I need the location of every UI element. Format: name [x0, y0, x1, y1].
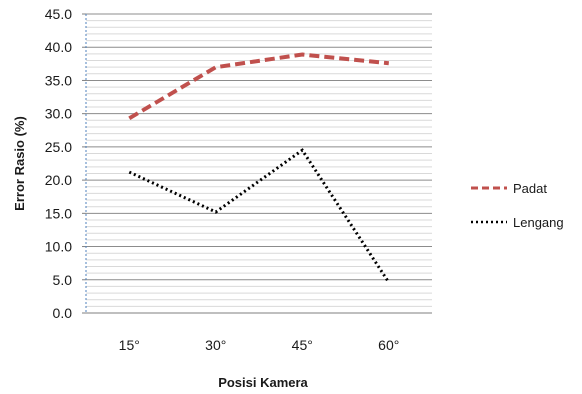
- x-axis-ticks: 15° 30° 45° 60°: [119, 337, 400, 353]
- y-tick-label: 35.0: [45, 72, 72, 88]
- y-tick-label: 25.0: [45, 139, 72, 155]
- legend: Padat Lengang: [471, 181, 564, 230]
- y-axis-ticks: 0.0 5.0 10.0 15.0 20.0 25.0 30.0 35.0 40.0 45.0: [45, 6, 86, 321]
- y-tick-label: 10.0: [45, 239, 72, 255]
- y-tick-label: 20.0: [45, 172, 72, 188]
- x-tick-label: 30°: [205, 337, 226, 353]
- y-tick-label: 45.0: [45, 6, 72, 22]
- y-tick-label: 0.0: [53, 305, 73, 321]
- x-tick-label: 15°: [119, 337, 140, 353]
- x-axis-title: Posisi Kamera: [218, 375, 308, 390]
- series-line-padat: [128, 52, 390, 121]
- y-tick-label: 15.0: [45, 205, 72, 221]
- x-tick-label: 45°: [292, 337, 313, 353]
- legend-label-padat: Padat: [513, 181, 547, 196]
- legend-label-lengang: Lengang: [513, 215, 564, 230]
- grid-lines: [86, 13, 432, 307]
- series-layer: [128, 52, 391, 284]
- y-tick-label: 40.0: [45, 39, 72, 55]
- x-tick-label: 60°: [378, 337, 399, 353]
- series-line-lengang: [128, 148, 391, 284]
- y-axis-title: Error Rasio (%): [12, 116, 27, 211]
- y-tick-label: 5.0: [53, 272, 73, 288]
- y-tick-label: 30.0: [45, 106, 72, 122]
